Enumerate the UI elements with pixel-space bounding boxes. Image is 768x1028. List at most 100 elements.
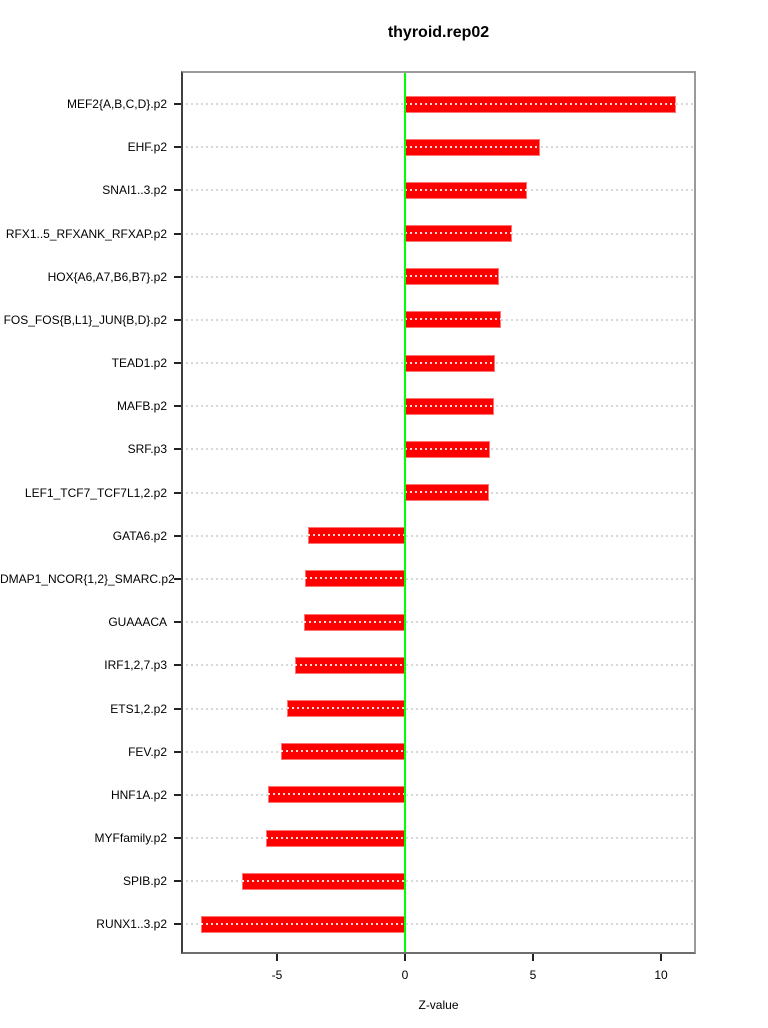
gridline (181, 793, 696, 796)
x-tick (276, 954, 278, 961)
category-label: GATA6.p2 (112, 528, 167, 543)
x-axis-title: Z-value (418, 998, 459, 1012)
bar-gridline-overlay (405, 491, 489, 494)
bar (405, 311, 501, 329)
y-tick (174, 750, 181, 753)
category-label: FEV.p2 (128, 744, 167, 759)
bar-gridline-overlay (307, 534, 405, 537)
category-label: SPIB.p2 (122, 874, 167, 889)
bar (405, 440, 490, 458)
bar (405, 225, 513, 243)
category-label: ETS1,2.p2 (110, 701, 167, 716)
bar (405, 181, 528, 199)
bar-gridline-overlay (405, 447, 490, 450)
y-tick (174, 793, 181, 796)
y-tick (174, 837, 181, 840)
bar (405, 397, 495, 415)
gridline (181, 707, 696, 710)
y-tick (174, 232, 181, 235)
y-tick (174, 577, 181, 580)
gridline (181, 750, 696, 753)
category-label: FOS_FOS{B,L1}_JUN{B,D}.p2 (3, 312, 167, 327)
bar (405, 95, 677, 113)
category-label: RUNX1..3.p2 (96, 917, 167, 932)
bar-gridline-overlay (304, 577, 405, 580)
category-label: MEF2{A,B,C,D}.p2 (66, 97, 167, 111)
y-tick (174, 491, 181, 494)
bar-gridline-overlay (280, 750, 405, 753)
bar (287, 700, 405, 718)
x-tick (404, 954, 406, 961)
x-tick-label: 0 (401, 968, 409, 982)
bar-gridline-overlay (405, 275, 500, 278)
y-tick (174, 362, 181, 365)
bar (405, 354, 496, 372)
gridline (181, 664, 696, 667)
bar-gridline-overlay (405, 102, 677, 105)
gridline (181, 880, 696, 883)
bar-gridline-overlay (405, 318, 501, 321)
bar (280, 743, 405, 761)
x-tick-label: -5 (271, 968, 283, 982)
y-tick (174, 664, 181, 667)
bar (267, 786, 405, 804)
category-label: EHF.p2 (127, 140, 167, 155)
bar-gridline-overlay (294, 663, 405, 666)
bar-gridline-overlay (267, 793, 405, 796)
category-label: HOX{A6,A7,B6,B7}.p2 (47, 269, 167, 284)
bar (405, 138, 540, 156)
y-tick (174, 275, 181, 278)
bar (241, 872, 405, 890)
category-label: DMAP1_NCOR{1,2}_SMARC.p2 (0, 571, 175, 586)
category-label: IRF1,2,7.p3 (104, 658, 167, 673)
y-tick (174, 318, 181, 321)
bar (307, 527, 405, 545)
zero-line (404, 71, 406, 954)
bar (265, 829, 405, 847)
bar-gridline-overlay (405, 232, 513, 235)
bar-gridline-overlay (405, 404, 495, 407)
y-tick (174, 534, 181, 537)
category-label: LEF1_TCF7_TCF7L1,2.p2 (24, 485, 167, 500)
bar-gridline-overlay (405, 145, 540, 148)
x-tick-label: 5 (529, 968, 537, 982)
gridline (181, 837, 696, 840)
y-tick (174, 621, 181, 624)
gridline (181, 534, 696, 537)
bar-gridline-overlay (303, 620, 405, 623)
chart-title: thyroid.rep02 (387, 24, 490, 41)
bar (405, 268, 500, 286)
gridline (181, 621, 696, 624)
y-tick (174, 448, 181, 451)
category-label: SNAI1..3.p2 (102, 183, 167, 198)
category-label: MAFB.p2 (116, 399, 167, 414)
y-tick (174, 146, 181, 149)
x-tick-label: 10 (654, 968, 668, 982)
category-label: GUAAACA (108, 615, 167, 630)
category-label: TEAD1.p2 (111, 356, 167, 371)
category-label: MYFfamily.p2 (94, 831, 167, 846)
bar (405, 484, 489, 502)
bar (294, 656, 405, 674)
gridline (181, 923, 696, 926)
y-tick (174, 103, 181, 105)
x-tick (660, 954, 662, 961)
bar (303, 613, 405, 631)
y-tick (174, 405, 181, 408)
bar-gridline-overlay (241, 879, 405, 882)
y-tick (174, 189, 181, 192)
category-label: RFX1..5_RFXANK_RFXAP.p2 (5, 226, 167, 241)
plot-content (181, 71, 696, 954)
bar-gridline-overlay (265, 836, 405, 839)
category-label: SRF.p3 (127, 442, 167, 457)
y-tick (174, 880, 181, 883)
bar-gridline-overlay (405, 361, 496, 364)
y-tick (174, 923, 181, 926)
bar-gridline-overlay (287, 707, 405, 710)
bar (200, 915, 405, 933)
gridline (181, 577, 696, 580)
bar-gridline-overlay (200, 922, 405, 925)
category-label: HNF1A.p2 (110, 787, 167, 802)
y-tick (174, 707, 181, 710)
